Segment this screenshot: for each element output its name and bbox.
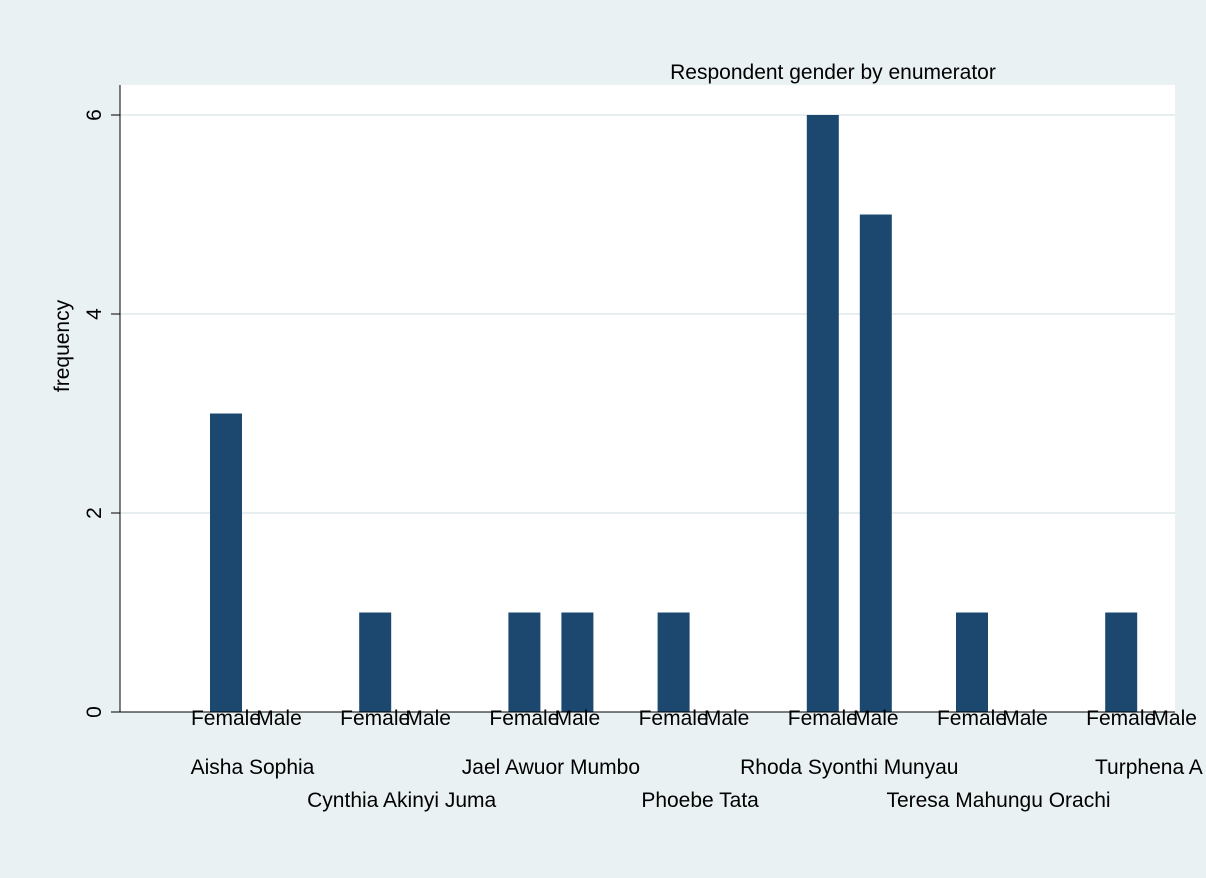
y-tick-label: 4 <box>83 308 106 320</box>
group-label: Turphena A <box>1095 756 1203 779</box>
category-label: Female <box>639 707 709 730</box>
category-label: Male <box>1151 707 1197 730</box>
bar-0-0 <box>210 413 242 712</box>
bar-2-0 <box>508 612 541 712</box>
category-label: Female <box>937 707 1007 730</box>
plot-area <box>120 85 1175 712</box>
bar-4-1 <box>859 214 892 712</box>
y-axis-title: frequency <box>51 299 74 392</box>
bar-2-1 <box>561 612 594 712</box>
category-label: Male <box>405 707 451 730</box>
y-tick-label: 0 <box>83 706 106 718</box>
chart-title: Respondent gender by enumerator <box>670 61 996 84</box>
category-label: Male <box>555 707 601 730</box>
group-label: Phoebe Tata <box>641 789 759 812</box>
category-label: Male <box>853 707 899 730</box>
group-label: Rhoda Syonthi Munyau <box>740 756 958 779</box>
group-label: Teresa Mahungu Orachi <box>886 789 1110 812</box>
category-label: Male <box>1002 707 1048 730</box>
bar-6-0 <box>1105 612 1138 712</box>
category-label: Male <box>704 707 750 730</box>
group-label: Jael Awuor Mumbo <box>462 756 640 779</box>
bars <box>210 115 1138 712</box>
y-tick-label: 6 <box>83 109 106 121</box>
category-label: Female <box>788 707 858 730</box>
category-label: Female <box>1086 707 1156 730</box>
bar-1-0 <box>359 612 392 712</box>
category-label: Male <box>256 707 302 730</box>
y-tick-label: 2 <box>83 507 106 519</box>
gridlines <box>120 114 1175 514</box>
y-axis-ticks: 0 2 4 6 <box>83 109 120 718</box>
bar-4-0 <box>806 115 839 712</box>
category-label: Female <box>340 707 410 730</box>
group-label: Aisha Sophia <box>191 756 315 779</box>
bar-5-0 <box>956 612 988 712</box>
bar-3-0 <box>657 612 690 712</box>
category-label: Female <box>489 707 559 730</box>
group-label: Cynthia Akinyi Juma <box>307 789 496 812</box>
category-label: Female <box>191 707 261 730</box>
